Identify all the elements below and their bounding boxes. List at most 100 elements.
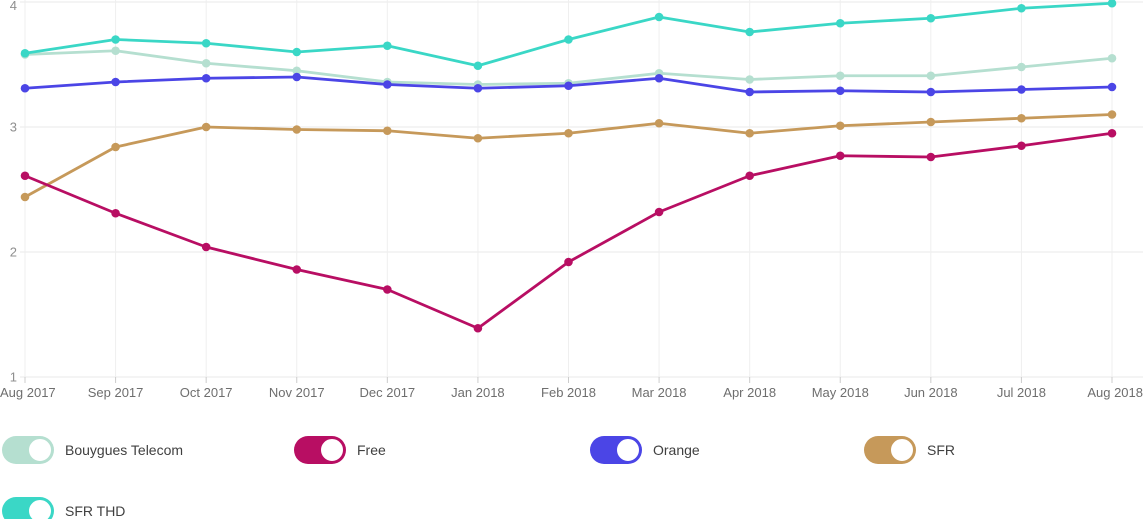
data-point-orange[interactable] [835,86,845,96]
data-point-sfr[interactable] [292,125,302,134]
y-axis-label: 1 [10,370,17,385]
data-point-free[interactable] [473,323,483,333]
data-point-sfr[interactable] [745,128,754,138]
data-point-sfr-thd[interactable] [383,41,392,51]
data-point-orange[interactable] [1107,82,1117,92]
data-point-free[interactable] [20,171,30,181]
speed-line-chart: 1 2 3 4 Aug 2017 Sep 2017 Oct 2017 Nov 2017 Dec … [0,0,1143,400]
data-point-bouygues-telecom[interactable] [1017,62,1026,72]
x-axis-label: May 2018 [812,385,869,400]
data-point-bouygues-telecom[interactable] [111,46,120,56]
x-axis-label: Aug 2018 [1087,385,1143,400]
x-axis-label: Sep 2017 [88,385,144,400]
toggle-knob [27,437,53,463]
data-point-free[interactable] [292,265,302,274]
data-point-sfr-thd[interactable] [835,18,845,28]
data-point-sfr-thd[interactable] [292,47,302,57]
legend-item-sfr[interactable]: SFR [864,436,1143,464]
data-point-free[interactable] [383,285,392,294]
x-axis-label: Jun 2018 [904,385,958,400]
data-point-bouygues-telecom[interactable] [745,75,754,84]
legend-item-orange[interactable]: Orange [590,436,864,464]
data-point-sfr-thd[interactable] [654,12,664,22]
data-point-sfr[interactable] [111,142,120,152]
data-point-orange[interactable] [292,72,302,82]
data-point-free[interactable] [111,208,120,218]
toggle-knob [27,498,53,519]
data-point-sfr[interactable] [201,122,211,132]
legend-item-free[interactable]: Free [294,436,590,464]
data-point-sfr[interactable] [1017,113,1026,123]
data-point-sfr-thd[interactable] [564,35,573,44]
data-point-orange[interactable] [654,73,664,83]
data-point-sfr[interactable] [1107,110,1117,119]
legend-toggle-free[interactable] [294,436,346,464]
data-point-orange[interactable] [20,83,30,93]
data-point-sfr[interactable] [20,192,30,202]
legend-label: SFR THD [65,503,126,519]
data-point-orange[interactable] [383,80,392,89]
data-point-orange[interactable] [473,83,483,93]
data-point-sfr[interactable] [564,128,573,138]
data-point-sfr[interactable] [926,117,936,127]
legend-label: Free [357,442,386,458]
data-point-free[interactable] [201,242,211,252]
legend-toggle-bouygues-telecom[interactable] [2,436,54,464]
data-point-free[interactable] [926,152,936,162]
data-point-bouygues-telecom[interactable] [926,71,936,81]
legend-toggle-orange[interactable] [590,436,642,464]
data-point-orange[interactable] [926,87,936,97]
x-axis-label: Jul 2018 [997,385,1046,400]
data-point-sfr-thd[interactable] [1107,0,1117,8]
data-point-bouygues-telecom[interactable] [835,71,845,81]
legend-label: SFR [927,442,955,458]
toggle-knob [889,437,915,463]
data-point-sfr-thd[interactable] [20,48,30,58]
legend-label: Bouygues Telecom [65,442,184,458]
data-point-sfr-thd[interactable] [926,13,936,23]
data-point-bouygues-telecom[interactable] [292,66,302,76]
data-point-sfr[interactable] [383,126,392,136]
data-point-bouygues-telecom[interactable] [1107,53,1117,63]
data-point-orange[interactable] [564,81,573,91]
data-point-orange[interactable] [745,87,754,97]
data-point-orange[interactable] [201,73,211,83]
x-axis-label: Feb 2018 [541,385,596,400]
toggle-knob [615,437,641,463]
data-point-sfr[interactable] [473,133,483,143]
x-axis-label: Apr 2018 [723,385,776,400]
data-point-sfr-thd[interactable] [201,38,211,48]
data-point-orange[interactable] [1017,85,1026,94]
x-axis-label: Aug 2017 [0,385,56,400]
data-point-sfr-thd[interactable] [473,61,483,71]
data-point-sfr-thd[interactable] [745,27,754,37]
data-point-free[interactable] [654,207,664,217]
legend-toggle-sfr[interactable] [864,436,916,464]
y-axis-label: 4 [10,0,17,13]
data-point-sfr[interactable] [835,121,845,131]
x-axis-label: Jan 2018 [451,385,505,400]
x-axis-label: Mar 2018 [632,385,687,400]
legend-item-bouygues-telecom[interactable]: Bouygues Telecom [2,436,294,464]
data-point-free[interactable] [745,171,754,181]
x-axis-label: Oct 2017 [180,385,233,400]
legend-toggle-sfr-thd[interactable] [2,497,54,519]
y-axis-label: 3 [10,120,17,135]
toggle-knob [319,437,345,463]
chart-legend: Bouygues Telecom Free Orange SFR SFR THD [0,436,1143,519]
data-point-sfr-thd[interactable] [1017,3,1026,13]
legend-row-1: Bouygues Telecom Free Orange SFR [2,436,1143,464]
legend-row-2: SFR THD [2,497,1143,519]
data-point-bouygues-telecom[interactable] [201,58,211,68]
data-point-sfr[interactable] [654,118,664,128]
legend-item-sfr-thd[interactable]: SFR THD [2,497,125,519]
x-axis-label: Dec 2017 [360,385,416,400]
legend-label: Orange [653,442,700,458]
data-point-free[interactable] [835,151,845,161]
data-point-orange[interactable] [111,77,120,87]
data-point-free[interactable] [1107,128,1117,138]
x-axis-label: Nov 2017 [269,385,325,400]
data-point-free[interactable] [1017,141,1026,151]
data-point-sfr-thd[interactable] [111,35,120,44]
data-point-free[interactable] [564,257,573,267]
